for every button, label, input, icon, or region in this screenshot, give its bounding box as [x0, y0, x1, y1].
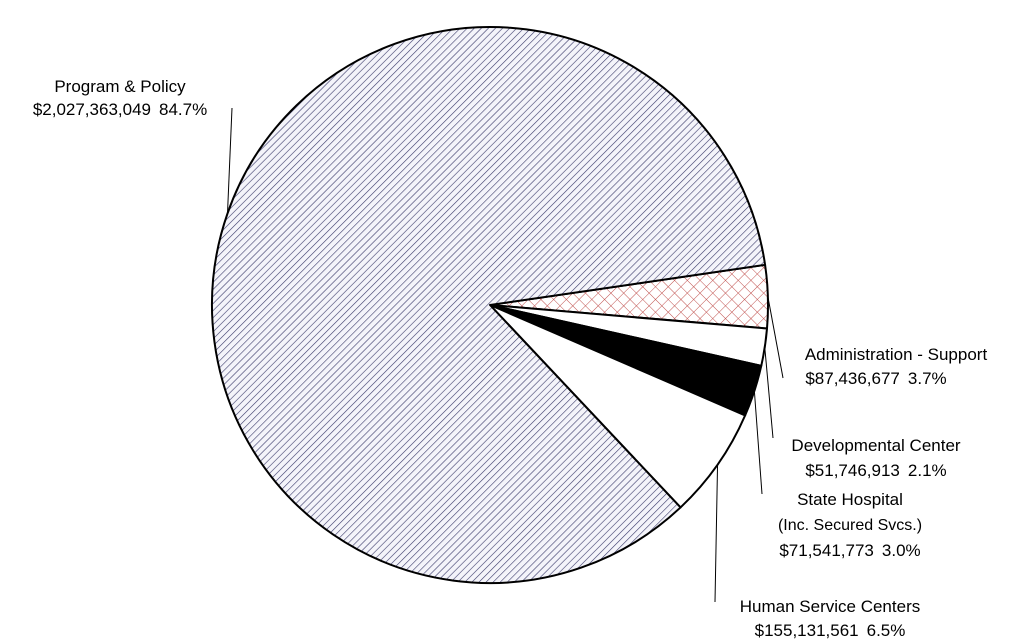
slice-label-human-service-centers: Human Service Centers: [740, 597, 920, 616]
slice-value-human-service-centers: $155,131,561 6.5%: [755, 621, 906, 640]
label-administration-support: Administration - Support $87,436,677 3.7%: [805, 345, 988, 388]
leader-program-policy: [226, 107, 233, 214]
slice-human-service-centers: [489, 304, 747, 509]
slice-label-developmental-center: Developmental Center: [791, 436, 960, 455]
leader-administration-support: [767, 296, 784, 379]
label-program-policy: Program & Policy $2,027,363,049 84.7%: [33, 77, 207, 119]
label-state-hospital: State Hospital (Inc. Secured Svcs.) $71,…: [778, 490, 922, 560]
leader-lines: [226, 107, 784, 603]
slice-label-administration-support: Administration - Support: [805, 345, 988, 364]
slice-label-state-hospital-line2: (Inc. Secured Svcs.): [778, 517, 922, 534]
label-human-service-centers: Human Service Centers $155,131,561 6.5%: [740, 597, 920, 640]
slice-value-developmental-center: $51,746,913 2.1%: [805, 461, 946, 480]
slice-value-administration-support: $87,436,677 3.7%: [805, 369, 946, 388]
leader-state-hospital: [753, 390, 763, 495]
label-developmental-center: Developmental Center $51,746,913 2.1%: [791, 436, 960, 480]
slice-program-policy: [211, 26, 767, 584]
slice-label-state-hospital-line1: State Hospital: [797, 490, 903, 509]
leader-human-service-centers: [714, 464, 719, 603]
slice-value-program-policy: $2,027,363,049 84.7%: [33, 100, 207, 119]
slice-value-state-hospital: $71,541,773 3.0%: [779, 541, 920, 560]
pie-slices: [211, 26, 769, 584]
leader-developmental-center: [764, 347, 774, 439]
slice-label-program-policy: Program & Policy: [54, 77, 186, 96]
